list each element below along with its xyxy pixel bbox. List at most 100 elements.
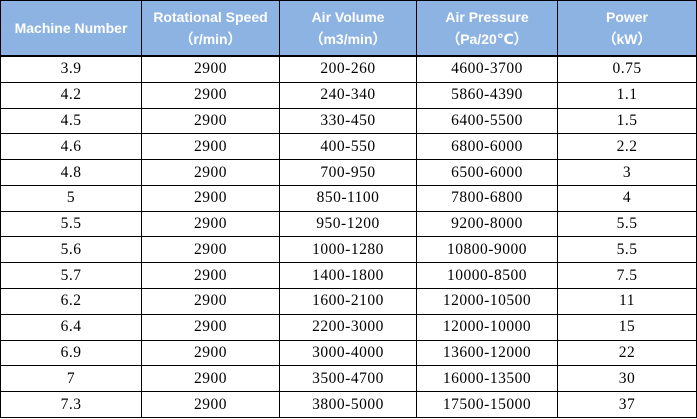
cell-air-volume: 850-1100 <box>279 184 417 212</box>
cell-power: 5.5 <box>557 210 697 238</box>
table-row: 5.7 2900 1400-1800 10000-8500 7.5 <box>0 262 697 290</box>
cell-power: 1.1 <box>557 81 697 109</box>
cell-air-volume: 3000-4000 <box>279 339 417 367</box>
cell-rotational-speed: 2900 <box>141 365 280 393</box>
table-row: 7.3 2900 3800-5000 17500-15000 37 <box>0 391 697 418</box>
cell-air-pressure: 12000-10000 <box>416 313 558 341</box>
cell-air-volume: 3800-5000 <box>279 391 417 418</box>
cell-air-pressure: 12000-10500 <box>416 288 558 315</box>
cell-power: 7.5 <box>557 262 697 290</box>
cell-air-pressure: 5860-4390 <box>416 81 558 109</box>
table-row: 4.2 2900 240-340 5860-4390 1.1 <box>0 81 697 109</box>
cell-air-volume: 240-340 <box>279 81 417 109</box>
cell-air-volume: 1600-2100 <box>279 288 417 315</box>
cell-air-pressure: 6800-6000 <box>416 133 558 161</box>
cell-air-pressure: 4600-3700 <box>416 54 558 83</box>
cell-air-volume: 700-950 <box>279 159 417 186</box>
cell-air-volume: 1000-1280 <box>279 236 417 264</box>
cell-machine-number: 4.2 <box>0 81 142 109</box>
cell-air-pressure: 13600-12000 <box>416 339 558 367</box>
table-row: 7 2900 3500-4700 16000-13500 30 <box>0 365 697 393</box>
cell-air-volume: 2200-3000 <box>279 313 417 341</box>
table-row: 4.6 2900 400-550 6800-6000 2.2 <box>0 133 697 161</box>
table-row: 5 2900 850-1100 7800-6800 4 <box>0 184 697 212</box>
cell-machine-number: 5.5 <box>0 210 142 238</box>
header-title: Rotational Speed <box>153 9 268 25</box>
cell-power: 15 <box>557 313 697 341</box>
cell-power: 2.2 <box>557 133 697 161</box>
table-row: 6.4 2900 2200-3000 12000-10000 15 <box>0 313 697 341</box>
cell-power: 4 <box>557 184 697 212</box>
cell-rotational-speed: 2900 <box>141 391 280 418</box>
cell-machine-number: 6.9 <box>0 339 142 367</box>
cell-rotational-speed: 2900 <box>141 184 280 212</box>
cell-air-volume: 1400-1800 <box>279 262 417 290</box>
header-unit: （Pa/20℃） <box>446 31 528 47</box>
cell-machine-number: 3.9 <box>0 54 142 83</box>
cell-power: 30 <box>557 365 697 393</box>
cell-rotational-speed: 2900 <box>141 133 280 161</box>
table-row: 3.9 2900 200-260 4600-3700 0.75 <box>0 54 697 83</box>
cell-air-volume: 950-1200 <box>279 210 417 238</box>
cell-machine-number: 5 <box>0 184 142 212</box>
cell-air-pressure: 16000-13500 <box>416 365 558 393</box>
cell-air-pressure: 6400-5500 <box>416 107 558 135</box>
header-unit: （kW） <box>602 31 652 47</box>
header-air-volume: Air Volume （m3/min） <box>279 0 417 57</box>
cell-rotational-speed: 2900 <box>141 54 280 83</box>
cell-rotational-speed: 2900 <box>141 262 280 290</box>
cell-power: 0.75 <box>557 54 697 83</box>
cell-machine-number: 5.6 <box>0 236 142 264</box>
cell-air-volume: 400-550 <box>279 133 417 161</box>
cell-machine-number: 7 <box>0 365 142 393</box>
cell-rotational-speed: 2900 <box>141 159 280 186</box>
cell-rotational-speed: 2900 <box>141 236 280 264</box>
table-row: 5.5 2900 950-1200 9200-8000 5.5 <box>0 210 697 238</box>
header-unit: （m3/min） <box>309 31 387 47</box>
cell-power: 37 <box>557 391 697 418</box>
cell-rotational-speed: 2900 <box>141 313 280 341</box>
cell-air-pressure: 17500-15000 <box>416 391 558 418</box>
cell-machine-number: 7.3 <box>0 391 142 418</box>
header-title: Air Pressure <box>445 9 529 25</box>
cell-air-pressure: 10800-9000 <box>416 236 558 264</box>
cell-air-pressure: 10000-8500 <box>416 262 558 290</box>
cell-power: 3 <box>557 159 697 186</box>
cell-machine-number: 4.5 <box>0 107 142 135</box>
header-title: Air Volume <box>311 9 385 25</box>
table-body: 3.9 2900 200-260 4600-3700 0.75 4.2 2900… <box>0 54 697 418</box>
table-row: 4.5 2900 330-450 6400-5500 1.5 <box>0 107 697 135</box>
header-rotational-speed: Rotational Speed （r/min） <box>141 0 280 57</box>
table-row: 4.8 2900 700-950 6500-6000 3 <box>0 159 697 186</box>
table-row: 6.2 2900 1600-2100 12000-10500 11 <box>0 288 697 315</box>
cell-rotational-speed: 2900 <box>141 339 280 367</box>
cell-rotational-speed: 2900 <box>141 288 280 315</box>
header-title: Power <box>605 9 648 25</box>
cell-power: 11 <box>557 288 697 315</box>
cell-machine-number: 6.2 <box>0 288 142 315</box>
cell-air-pressure: 6500-6000 <box>416 159 558 186</box>
cell-air-pressure: 7800-6800 <box>416 184 558 212</box>
header-unit: （r/min） <box>179 31 242 47</box>
cell-power: 5.5 <box>557 236 697 264</box>
cell-machine-number: 5.7 <box>0 262 142 290</box>
cell-air-volume: 330-450 <box>279 107 417 135</box>
cell-power: 1.5 <box>557 107 697 135</box>
cell-machine-number: 4.6 <box>0 133 142 161</box>
cell-air-volume: 3500-4700 <box>279 365 417 393</box>
cell-rotational-speed: 2900 <box>141 107 280 135</box>
cell-power: 22 <box>557 339 697 367</box>
table-row: 6.9 2900 3000-4000 13600-12000 22 <box>0 339 697 367</box>
header-air-pressure: Air Pressure （Pa/20℃） <box>416 0 558 57</box>
header-power: Power （kW） <box>557 0 697 57</box>
cell-rotational-speed: 2900 <box>141 210 280 238</box>
cell-air-volume: 200-260 <box>279 54 417 83</box>
cell-machine-number: 6.4 <box>0 313 142 341</box>
header-row: Machine Number Rotational Speed （r/min） … <box>0 0 697 57</box>
cell-rotational-speed: 2900 <box>141 81 280 109</box>
table-row: 5.6 2900 1000-1280 10800-9000 5.5 <box>0 236 697 264</box>
cell-machine-number: 4.8 <box>0 159 142 186</box>
table-header: Machine Number Rotational Speed （r/min） … <box>0 0 697 57</box>
header-machine-number: Machine Number <box>0 0 142 57</box>
